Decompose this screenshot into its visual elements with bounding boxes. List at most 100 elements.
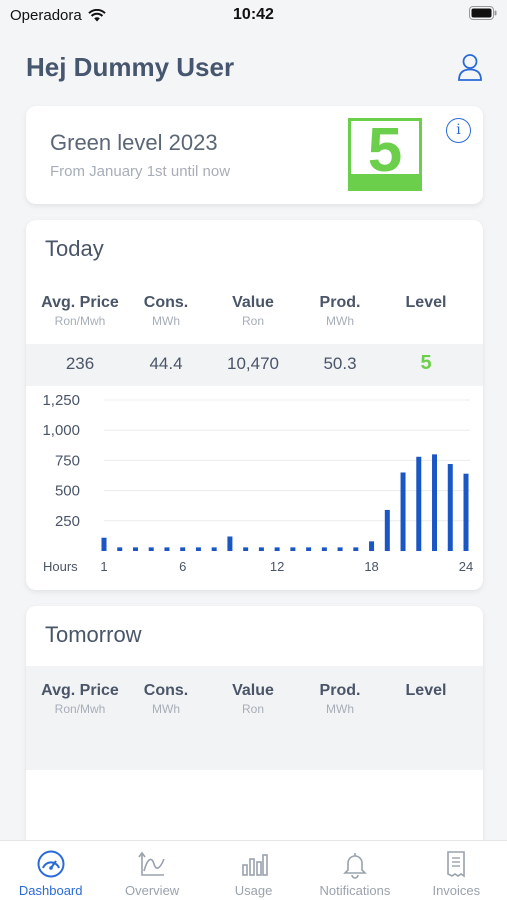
carrier-label: Operadora <box>10 6 82 24</box>
col-label: Level <box>405 682 447 699</box>
bar <box>400 472 406 551</box>
y-tick-label: 250 <box>55 513 80 530</box>
y-tick-label: 1,000 <box>42 422 80 439</box>
wifi-icon <box>88 8 106 21</box>
col-label: Value <box>232 682 274 699</box>
bar <box>353 547 359 551</box>
col-level: Level <box>381 294 471 312</box>
col-unit: MWh <box>326 314 354 328</box>
tab-label: Usage <box>234 883 273 898</box>
col-unit: Ron/Mwh <box>54 314 106 328</box>
greeting-title: Hej Dummy User <box>26 51 235 82</box>
x-tick-label: 18 <box>364 559 378 574</box>
bar <box>243 547 249 551</box>
col-unit: Ron <box>241 314 264 328</box>
col-prod: Prod. MWh <box>295 682 385 716</box>
status-time: 10:42 <box>233 6 274 23</box>
bar <box>227 536 233 551</box>
tab-invoices[interactable]: Invoices <box>406 841 507 900</box>
x-tick-label: 6 <box>179 559 186 574</box>
col-unit: Ron <box>241 702 264 716</box>
bar <box>101 537 107 551</box>
tomorrow-band <box>26 666 483 770</box>
value-value: 10,470 <box>227 354 279 373</box>
info-icon[interactable]: i <box>446 118 471 143</box>
col-unit: MWh <box>152 314 180 328</box>
today-title: Today <box>45 236 104 261</box>
bar <box>180 547 186 551</box>
col-cons: Cons. MWh <box>121 682 211 716</box>
bar <box>148 547 154 551</box>
green-level-number: 5 <box>367 116 403 185</box>
col-label: Avg. Price <box>41 294 119 311</box>
bar <box>337 547 343 551</box>
tab-overview[interactable]: Overview <box>101 841 202 900</box>
hourly-bar-chart: 250 500 750 1,000 1,250 Hours 1 6 12 18 24 <box>42 392 473 574</box>
tab-label: Overview <box>125 883 180 898</box>
bar <box>384 509 390 551</box>
col-label: Value <box>232 294 274 311</box>
bar <box>258 547 264 551</box>
bar <box>321 547 327 551</box>
bar <box>274 547 280 551</box>
bar <box>463 473 469 551</box>
x-tick-label: 12 <box>270 559 284 574</box>
prod-value: 50.3 <box>323 354 357 373</box>
green-level-badge-bar <box>351 174 419 188</box>
bar <box>416 456 422 551</box>
tab-usage[interactable]: Usage <box>203 841 304 900</box>
col-label: Avg. Price <box>41 682 119 699</box>
col-value: Value Ron <box>208 294 298 328</box>
today-card: Today Avg. Price Ron/Mwh Cons. MWh Value… <box>26 220 483 590</box>
usage-icon <box>241 854 268 876</box>
avg-price-value: 236 <box>65 354 95 373</box>
col-label: Level <box>405 294 447 311</box>
col-level: Level <box>381 682 471 700</box>
invoice-icon <box>447 851 466 878</box>
today-values-row: 236 44.4 10,470 50.3 5 <box>26 344 483 386</box>
col-value: Value Ron <box>208 682 298 716</box>
bar <box>447 464 453 551</box>
tab-dashboard[interactable]: Dashboard <box>0 841 101 900</box>
bar <box>132 547 138 551</box>
bar <box>211 547 217 551</box>
level-value: 5 <box>420 352 432 374</box>
col-unit: MWh <box>326 702 354 716</box>
bell-icon <box>342 853 367 879</box>
y-tick-label: 500 <box>55 483 80 500</box>
overview-icon <box>138 851 165 876</box>
x-tick-label: 1 <box>100 559 107 574</box>
tomorrow-card: Tomorrow Avg. Price Ron/Mwh Cons. MWh Va… <box>26 606 483 846</box>
col-avg-price: Avg. Price Ron/Mwh <box>35 294 125 328</box>
tab-label: Notifications <box>319 883 391 898</box>
col-cons: Cons. MWh <box>121 294 211 328</box>
x-tick-label: 24 <box>459 559 473 574</box>
green-level-card: Green level 2023 From January 1st until … <box>26 106 483 204</box>
col-label: Prod. <box>319 682 361 699</box>
col-label: Prod. <box>319 294 361 311</box>
col-unit: Ron/Mwh <box>54 702 106 716</box>
y-tick-label: 750 <box>55 452 80 469</box>
col-unit: MWh <box>152 702 180 716</box>
bar <box>369 541 375 551</box>
y-tick-label: 1,250 <box>42 392 80 409</box>
profile-icon[interactable] <box>457 53 483 81</box>
tab-notifications[interactable]: Notifications <box>304 841 405 900</box>
col-label: Cons. <box>143 682 189 699</box>
bar <box>117 547 123 551</box>
green-level-badge: 5 <box>348 116 422 191</box>
bar <box>164 547 170 551</box>
col-label: Cons. <box>143 294 189 311</box>
green-level-title: Green level 2023 <box>50 130 218 155</box>
carrier: Operadora <box>10 7 106 24</box>
cons-value: 44.4 <box>149 354 183 373</box>
x-axis-label: Hours <box>43 559 78 574</box>
col-avg-price: Avg. Price Ron/Mwh <box>35 682 125 716</box>
tab-label: Invoices <box>432 883 481 898</box>
tab-label: Dashboard <box>18 883 83 898</box>
dashboard-icon <box>37 850 65 878</box>
bar <box>290 547 296 551</box>
tab-bar: Dashboard Overview Usage Notifications <box>0 840 507 900</box>
bar <box>306 547 312 551</box>
battery-icon <box>469 6 497 20</box>
